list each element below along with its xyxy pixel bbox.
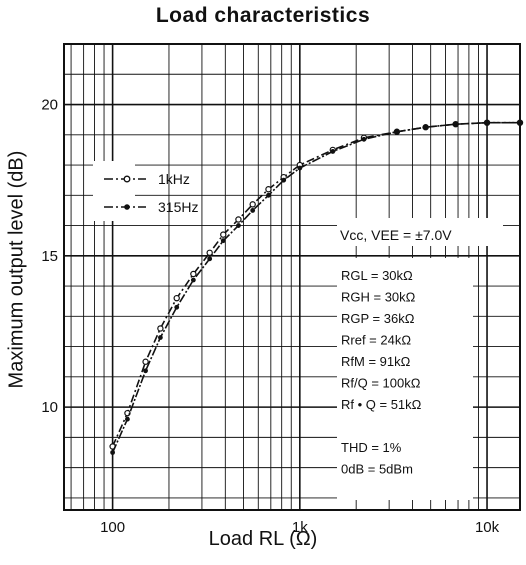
series-line-1khz (111, 121, 520, 447)
data-point-315hz (220, 238, 226, 244)
axes (63, 43, 521, 511)
data-point-315hz (517, 120, 523, 126)
data-point-1khz (157, 325, 164, 332)
data-point-315hz (143, 368, 148, 374)
series-group (109, 119, 524, 455)
data-point-1khz (249, 201, 256, 208)
legend: 1kHz 315Hz (93, 161, 198, 221)
supply-annotation: Vcc, VEE = ±7.0V (340, 227, 452, 243)
condition-text: RGL = 30kΩ (341, 268, 413, 283)
data-point-1khz (265, 186, 272, 193)
data-point-1khz (220, 231, 227, 238)
data-point-315hz (297, 165, 303, 171)
conditions-annotation-bg (337, 258, 473, 500)
x-tick-label: 1k (292, 519, 308, 536)
data-point-1khz (235, 216, 242, 223)
condition-text: Rref = 24kΩ (341, 333, 411, 348)
legend-background (93, 161, 135, 221)
condition-text: RGH = 30kΩ (341, 290, 416, 305)
condition-text: Rf/Q = 100kΩ (341, 376, 421, 391)
data-point-315hz (266, 192, 271, 198)
data-point-1khz (142, 358, 149, 365)
condition-text: THD = 1% (341, 440, 402, 455)
data-point-315hz (361, 136, 367, 142)
data-point-315hz (423, 124, 429, 130)
data-point-315hz (207, 256, 213, 262)
condition-text: 0dB = 5dBm (341, 462, 413, 477)
data-point-315hz (157, 335, 163, 340)
data-point-315hz (250, 208, 256, 213)
data-point-1khz (190, 270, 197, 278)
data-point-315hz (484, 120, 490, 126)
condition-text: Rf • Q = 51kΩ (341, 397, 422, 412)
legend-label-1khz: 1kHz (158, 171, 190, 187)
chart-title: Load characteristics (155, 4, 371, 27)
y-tick-label: 10 (41, 399, 58, 416)
data-point-315hz (394, 129, 400, 135)
data-point-1khz (173, 294, 180, 302)
condition-text: RfM = 91kΩ (341, 354, 411, 369)
data-point-315hz (281, 177, 287, 183)
x-tick-label: 100 (100, 519, 125, 536)
data-point-315hz (125, 416, 130, 422)
legend-marker-315hz (124, 204, 130, 210)
x-tick-label: 10k (475, 519, 500, 536)
legend-marker-1khz (123, 175, 131, 183)
data-point-315hz (453, 121, 459, 127)
legend-label-315hz: 315Hz (158, 199, 198, 215)
data-point-315hz (330, 149, 336, 154)
y-tick-label: 20 (41, 97, 58, 114)
supply-annotation-bg (337, 218, 503, 246)
annotations: Vcc, VEE = ±7.0V RGL = 30kΩ RGH = 30kΩ RGP… (337, 218, 503, 500)
y-tick-label: 15 (41, 248, 58, 265)
x-axis-label: Load RL (Ω) (208, 528, 318, 550)
data-point-315hz (174, 304, 180, 310)
data-point-1khz (206, 249, 213, 256)
data-point-315hz (110, 450, 116, 455)
tick-labels: 100 1k 10k 10 15 20 (41, 97, 499, 536)
series-line-315hz (111, 121, 520, 453)
data-point-315hz (190, 277, 196, 283)
plot-frame (63, 43, 521, 511)
data-point-315hz (236, 223, 241, 228)
condition-text: RGP = 36kΩ (341, 311, 415, 326)
